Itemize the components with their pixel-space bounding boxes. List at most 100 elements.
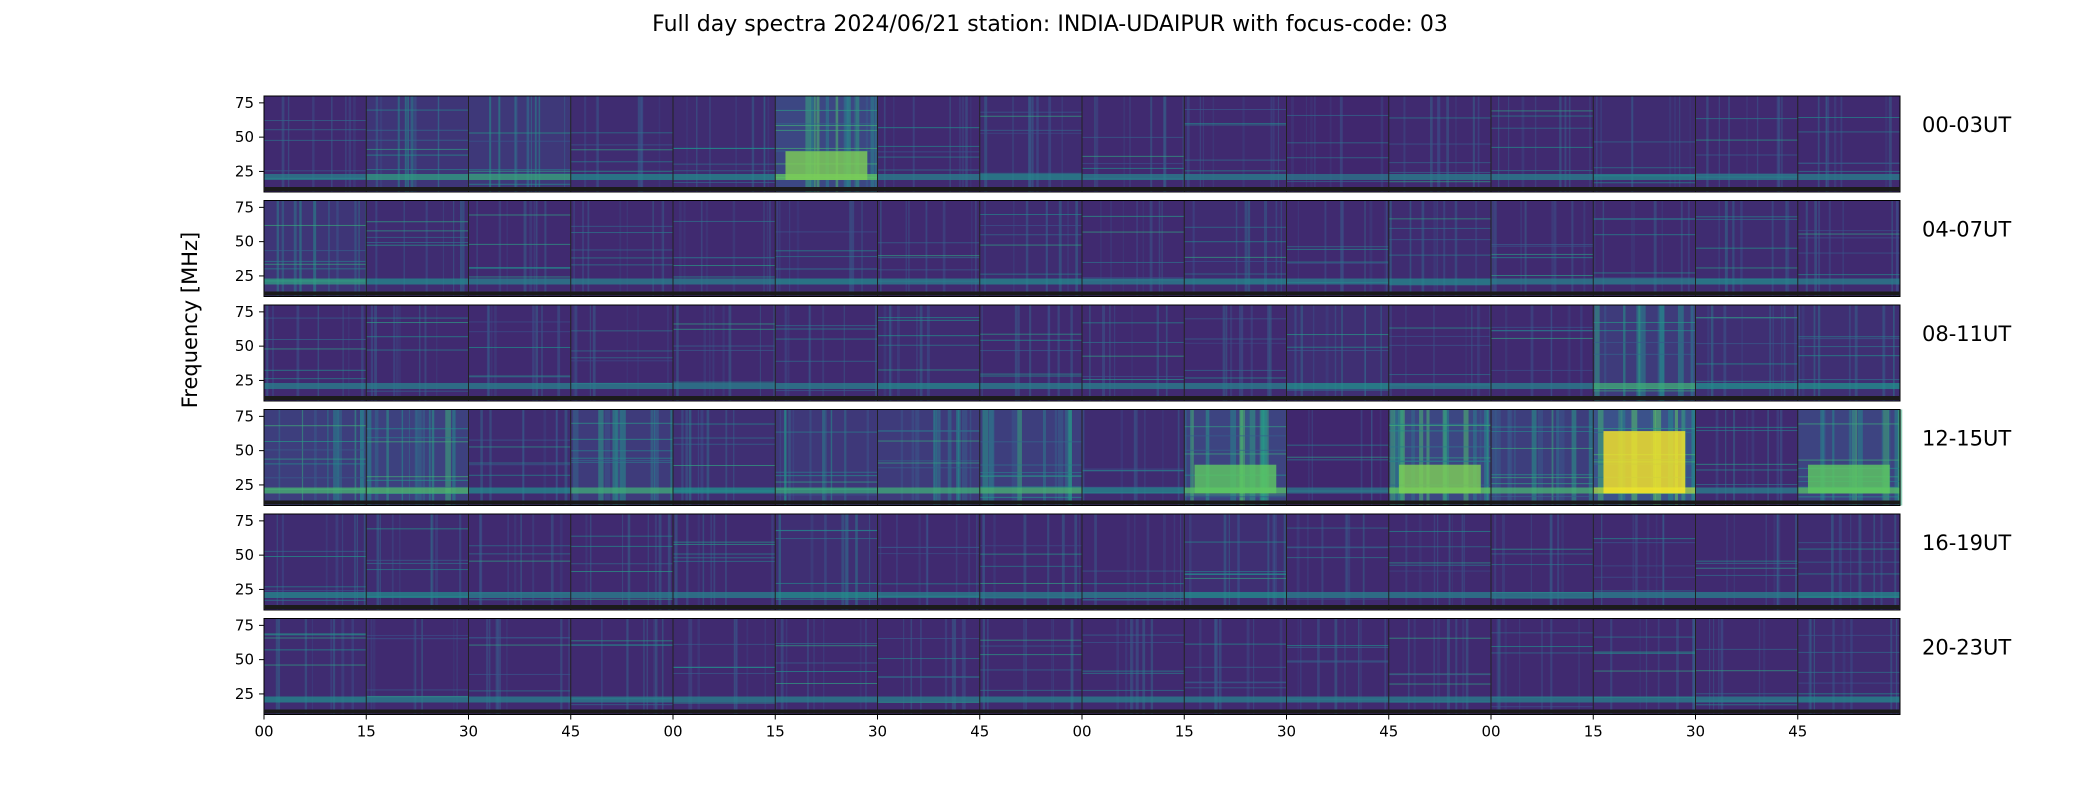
spectra-cell <box>468 514 571 610</box>
y-tick-label: 75 <box>235 407 254 425</box>
x-tick-label: 30 <box>868 723 887 741</box>
spectra-cell <box>468 200 571 297</box>
spectra-cell <box>1797 200 1900 297</box>
spectra-cell <box>774 305 880 401</box>
spectra-row: 75 50 25 20-23UT <box>235 616 2011 715</box>
x-tick-label: 30 <box>459 723 478 741</box>
y-tick-label: 25 <box>235 371 254 389</box>
spectra-cell <box>1797 96 1900 192</box>
spectra-cell <box>877 409 980 506</box>
spectra-cell <box>979 305 1082 401</box>
spectra-cell <box>468 305 571 401</box>
x-tick-label: 45 <box>1788 723 1807 741</box>
y-tick-label: 50 <box>235 442 254 460</box>
spectra-cell <box>672 514 776 610</box>
spectra-cell <box>365 409 469 506</box>
spectra-cell <box>877 96 980 192</box>
spectra-cell <box>672 96 776 192</box>
spectra-cell <box>877 514 980 610</box>
spectra-cell <box>570 618 673 715</box>
y-tick-label: 75 <box>235 303 254 321</box>
spectra-cell <box>979 96 1082 192</box>
spectra-cell <box>263 200 369 297</box>
spectra-cell <box>774 618 878 715</box>
spectra-cell <box>979 514 1082 610</box>
spectra-row: 75 50 25 00-03UT <box>235 94 2011 193</box>
x-tick-label: 15 <box>766 723 785 741</box>
spectra-cell <box>1286 409 1390 506</box>
row-time-label: 00-03UT <box>1922 113 2011 137</box>
spectra-cell <box>1490 409 1595 506</box>
spectra-cell <box>1081 96 1185 192</box>
spectra-cell <box>1695 514 1798 610</box>
y-tick-label: 25 <box>235 162 254 180</box>
spectra-cell <box>1183 305 1287 401</box>
spectra-cell <box>365 514 469 610</box>
spectra-cell <box>1183 200 1287 297</box>
spectra-cell <box>1286 514 1389 610</box>
spectra-cell <box>979 409 1082 506</box>
spectra-cell <box>1286 305 1389 401</box>
spectra-cell <box>1490 96 1594 192</box>
spectra-cell <box>263 409 368 506</box>
spectra-cell <box>1183 96 1287 192</box>
chart-title: Full day spectra 2024/06/21 station: IND… <box>652 12 1448 37</box>
spectra-cell <box>1797 409 1903 506</box>
spectra-cell <box>1183 514 1287 610</box>
row-time-label: 04-07UT <box>1922 218 2011 242</box>
spectra-cell <box>774 96 882 192</box>
y-tick-label: 50 <box>235 546 254 564</box>
y-tick-label: 50 <box>235 128 254 146</box>
spectra-cell <box>877 305 982 401</box>
y-tick-label: 75 <box>235 198 254 216</box>
x-tick-label: 15 <box>357 723 376 741</box>
spectra-cell <box>1183 618 1287 715</box>
spectra-cell <box>570 514 673 610</box>
spectra-cell <box>672 409 778 506</box>
spectra-cell <box>570 305 673 401</box>
spectra-cell <box>1695 618 1800 715</box>
spectra-cell <box>877 200 980 297</box>
x-tick-label: 45 <box>561 723 580 741</box>
y-tick-label: 75 <box>235 94 254 112</box>
x-tick-label: 00 <box>254 723 273 741</box>
spectra-cell <box>1695 96 1798 192</box>
x-tick-label: 00 <box>1072 723 1091 741</box>
x-tick-label: 30 <box>1686 723 1705 741</box>
spectra-cell <box>1388 618 1491 715</box>
spectra-cell <box>1797 305 1900 401</box>
spectra-cell <box>365 305 469 401</box>
spectra-cell <box>1286 96 1389 192</box>
x-tick-label: 45 <box>970 723 989 741</box>
spectra-cell <box>1797 514 1900 610</box>
spectra-cell <box>1081 618 1185 715</box>
spectra-cell <box>1490 618 1596 715</box>
y-tick-label: 50 <box>235 651 254 669</box>
spectra-cell <box>263 96 369 192</box>
spectra-cell <box>570 96 673 192</box>
spectra-cell <box>1081 409 1185 506</box>
spectra-cell <box>365 96 469 192</box>
spectra-cell <box>263 514 367 610</box>
spectra-cell <box>365 618 469 715</box>
spectra-cell <box>1490 200 1594 297</box>
y-tick-label: 25 <box>235 580 254 598</box>
x-tick-label: 15 <box>1175 723 1194 741</box>
spectra-row: 75 50 25 08-11UT <box>235 303 2011 402</box>
x-tick-label: 00 <box>1481 723 1500 741</box>
spectra-cell <box>1592 618 1697 715</box>
spectra-cell <box>365 200 469 297</box>
x-tick-label: 15 <box>1584 723 1603 741</box>
row-time-label: 08-11UT <box>1922 322 2011 346</box>
spectra-cell <box>1592 514 1698 610</box>
y-tick-label: 25 <box>235 267 254 285</box>
spectra-cell <box>1490 305 1594 401</box>
spectra-cell <box>1695 409 1798 506</box>
spectra-cell <box>1388 514 1491 610</box>
y-tick-label: 25 <box>235 476 254 494</box>
spectra-cell <box>877 618 980 715</box>
x-tick-label: 00 <box>663 723 682 741</box>
spectra-cell <box>1797 618 1900 715</box>
y-tick-label: 50 <box>235 233 254 251</box>
